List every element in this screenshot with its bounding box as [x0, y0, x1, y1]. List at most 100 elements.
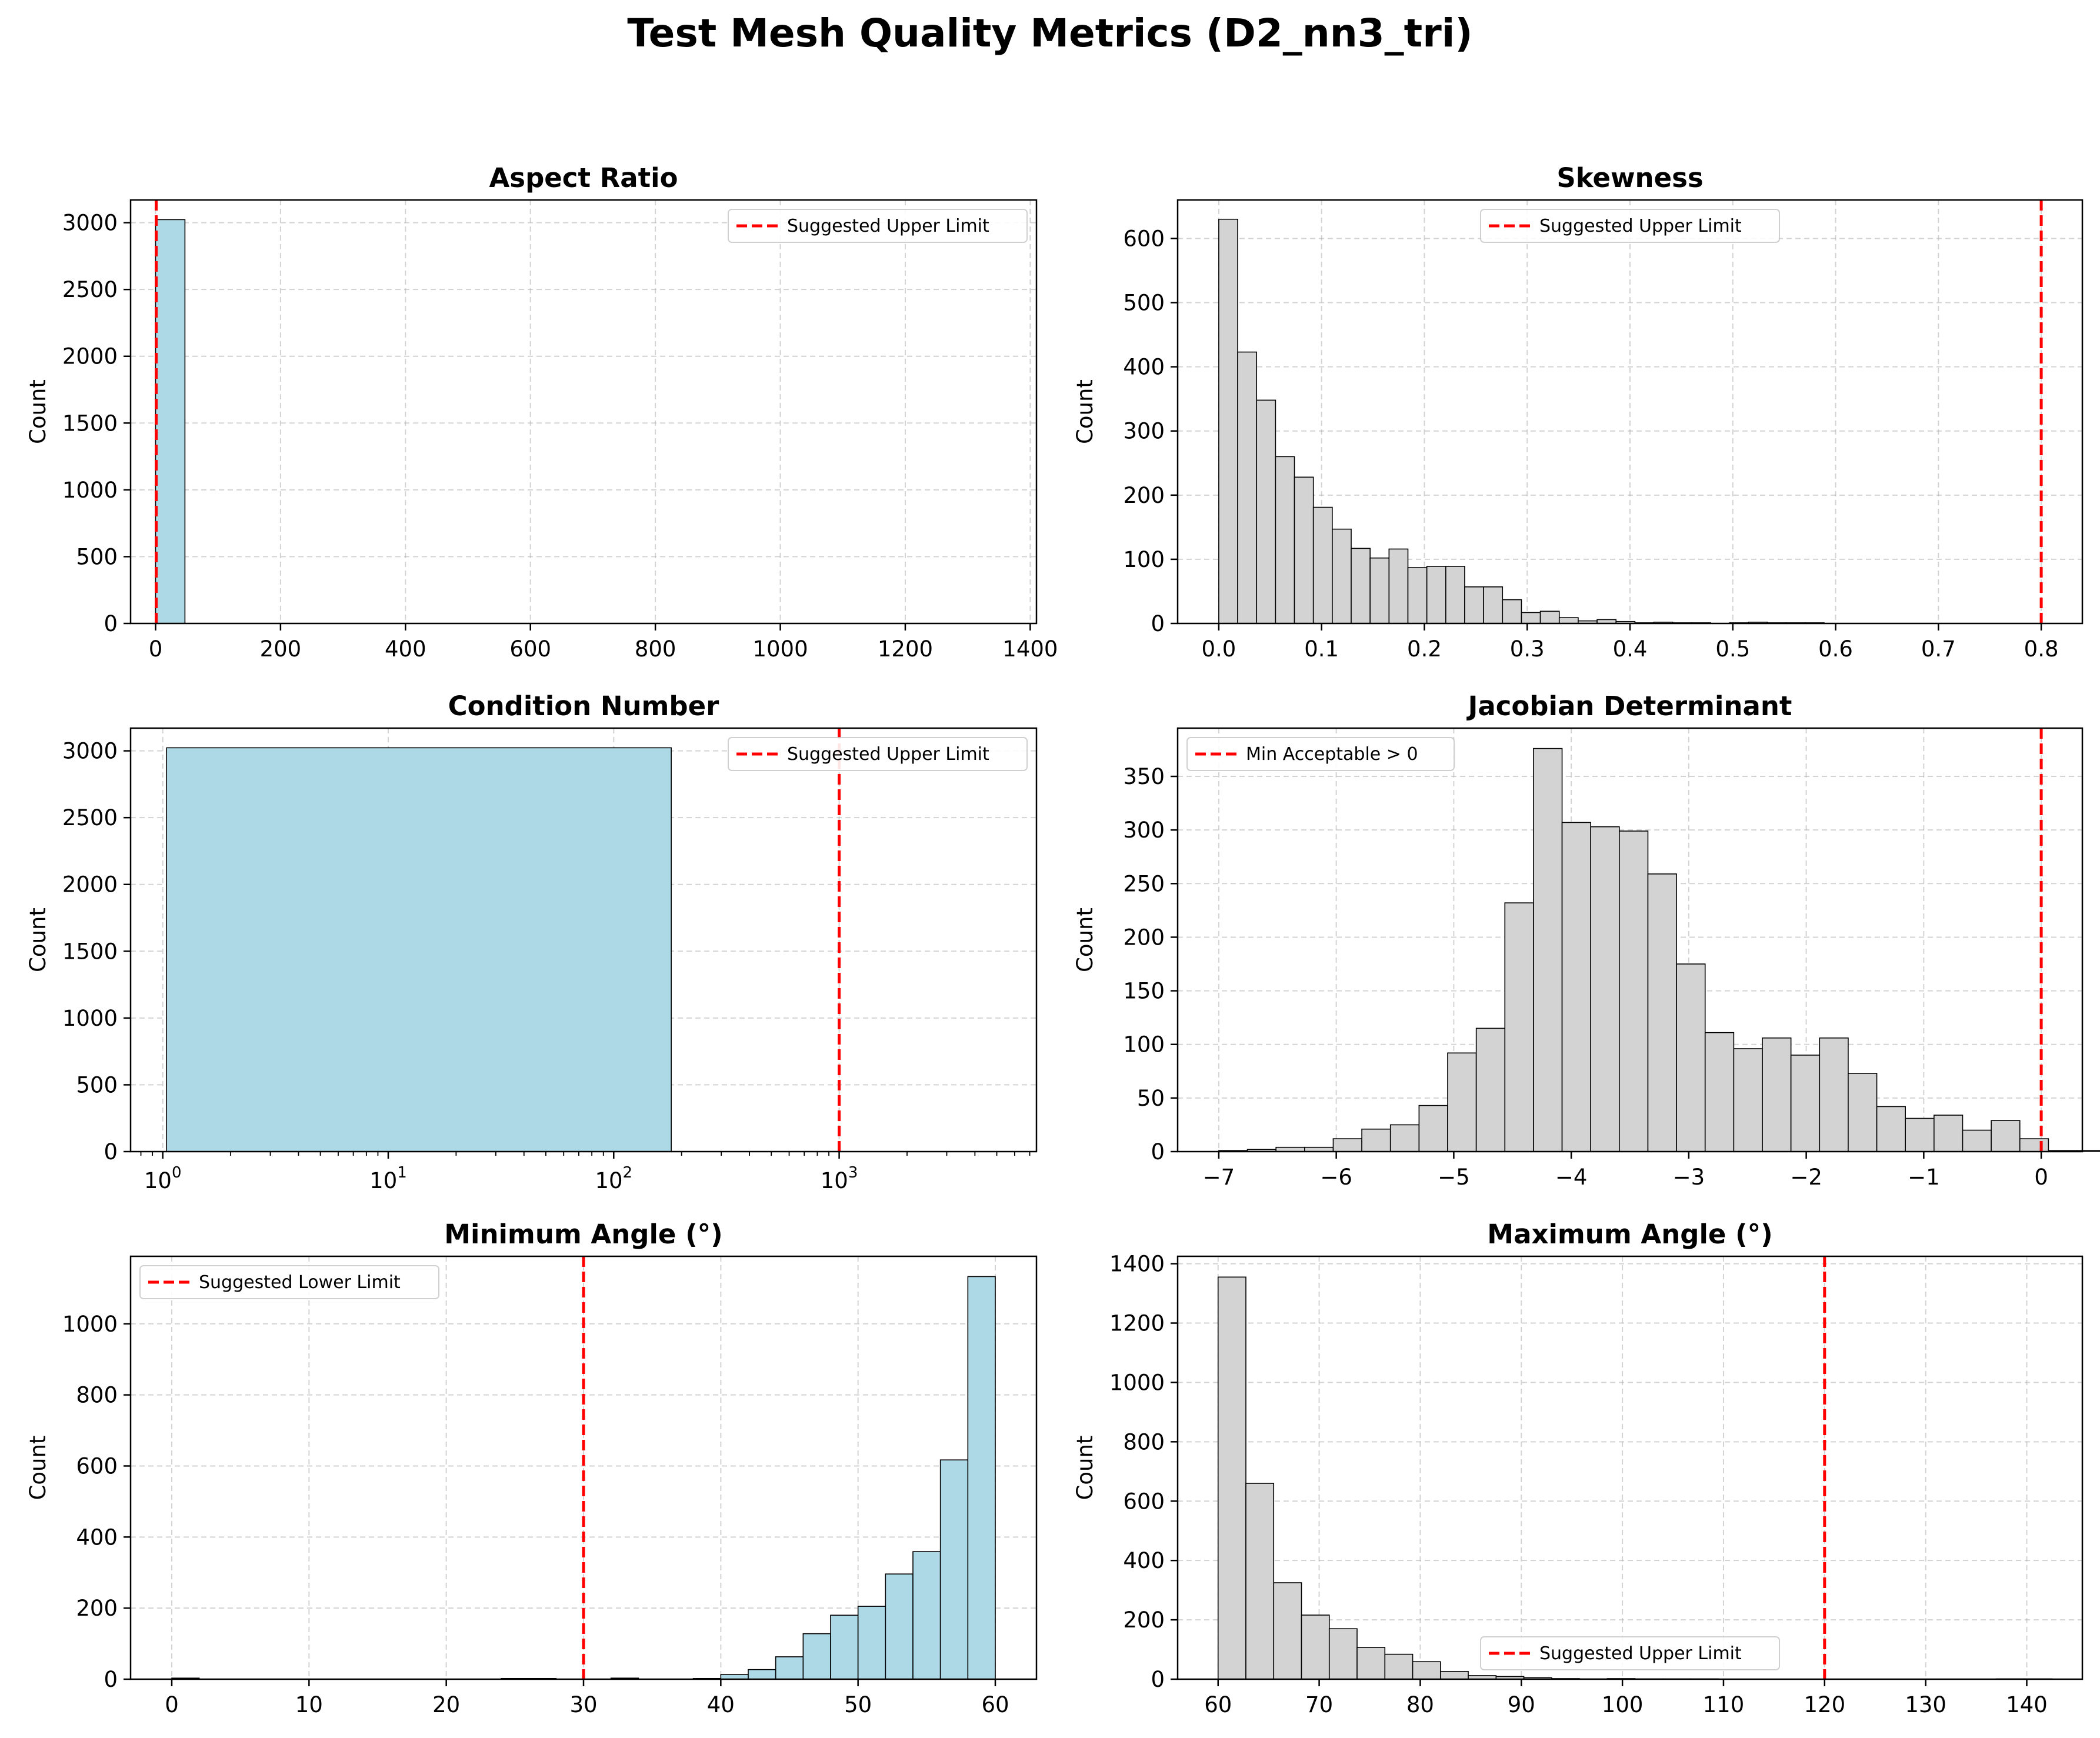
y-tick-label: 500	[76, 544, 118, 569]
histogram-bar	[1762, 1037, 1792, 1152]
x-tick-label: −3	[1673, 1165, 1705, 1190]
histogram-bar	[1389, 1124, 1420, 1152]
y-tick-label: 150	[1123, 979, 1165, 1004]
histogram-bar	[1561, 822, 1591, 1152]
x-tick-exponent: 3	[848, 1164, 858, 1182]
axes-frame	[129, 199, 1038, 625]
y-tick-label: 600	[1123, 1489, 1165, 1514]
histogram-bar	[1418, 1105, 1448, 1152]
x-tick-label: 110	[1703, 1692, 1745, 1717]
legend: Suggested Upper Limit	[728, 209, 1028, 243]
histogram-bar	[1504, 902, 1534, 1152]
x-tick-label: 1200	[878, 636, 933, 662]
jacobian-determinant-panel: −7 −6 −5 −4 −3 −2 −1 0 0 50 100 150 200 250 300 350 Coun…	[1072, 690, 2100, 1190]
histogram-bar	[1533, 748, 1563, 1152]
legend-box	[1186, 737, 1455, 771]
histogram-bar	[1217, 1276, 1246, 1680]
histogram-bar	[967, 1276, 996, 1680]
histogram-bar	[1294, 476, 1314, 624]
x-tick-label: 140	[2006, 1692, 2048, 1717]
histogram-bar	[1905, 1117, 1935, 1152]
legend: Suggested Upper Limit	[1480, 1636, 1780, 1670]
legend-label: Suggested Lower Limit	[199, 1272, 401, 1293]
histogram-bar	[1876, 1106, 1906, 1152]
y-axis-label: Count	[25, 908, 51, 972]
y-tick-label: 1200	[1109, 1311, 1165, 1336]
histogram-bar	[1275, 456, 1295, 624]
x-tick-label: 200	[260, 636, 302, 662]
x-tick-base: 10	[821, 1168, 848, 1193]
x-tick-label: 30	[569, 1692, 597, 1717]
histogram-bar	[1351, 548, 1371, 624]
x-tick-label: 0.3	[1510, 636, 1545, 662]
histogram-bar	[939, 1459, 969, 1680]
y-tick-label: 100	[1123, 1032, 1165, 1058]
y-tick-label: 400	[1123, 355, 1165, 380]
y-tick-label: 800	[1123, 1429, 1165, 1455]
histogram-bar	[912, 1551, 941, 1680]
histogram-bar	[2019, 1138, 2049, 1152]
y-tick-label: 2000	[62, 344, 118, 369]
y-tick-label: 1500	[62, 411, 118, 436]
histogram-bar	[1412, 1661, 1441, 1680]
x-tick-label: −6	[1320, 1165, 1352, 1190]
histogram-bar	[1332, 528, 1352, 624]
histogram-bar	[1647, 873, 1677, 1152]
legend-label: Suggested Upper Limit	[787, 744, 989, 765]
x-tick-label: 60	[1204, 1692, 1232, 1717]
x-tick-label: 1400	[1002, 636, 1058, 662]
x-tick-label: 0.5	[1715, 636, 1750, 662]
x-tick-label: 0.8	[2024, 636, 2059, 662]
histogram-bar	[885, 1573, 914, 1680]
y-tick-label: 1500	[62, 939, 118, 964]
y-tick-label: 3000	[62, 739, 118, 764]
x-tick-label: −7	[1203, 1165, 1235, 1190]
y-tick-label: 350	[1123, 764, 1165, 789]
y-tick-label: 200	[1123, 1607, 1165, 1633]
x-tick-label: 1000	[752, 636, 808, 662]
histogram-bar	[1332, 1138, 1362, 1152]
x-tick-label: 50	[844, 1692, 872, 1717]
histogram-bar	[1369, 557, 1390, 624]
axes-frame	[1176, 1255, 2084, 1680]
histogram-bar	[1301, 1614, 1330, 1680]
histogram-bar	[1407, 567, 1428, 624]
legend-box	[139, 1265, 439, 1299]
histogram-bar	[1483, 586, 1504, 624]
y-tick-label: 50	[1137, 1086, 1165, 1111]
histogram-bar	[166, 747, 672, 1152]
histogram-bar	[1256, 399, 1276, 624]
aspect-ratio-panel: 0 200 400 600 800 1000 1200 1400 0 500 1000 1500 200…	[25, 162, 1058, 662]
histogram-bar	[1273, 1582, 1302, 1680]
x-tick-exponent: 0	[172, 1164, 182, 1182]
x-tick-label: 102	[595, 1164, 632, 1193]
histogram-bar	[1328, 1628, 1358, 1680]
histogram-bar	[1237, 351, 1258, 624]
histogram-bar	[1819, 1037, 1849, 1152]
y-tick-label: 600	[1123, 226, 1165, 251]
histogram-bar	[1426, 566, 1446, 624]
x-tick-label: 60	[981, 1692, 1009, 1717]
x-tick-label: 70	[1305, 1692, 1333, 1717]
legend-label: Suggested Upper Limit	[1539, 1643, 1742, 1664]
y-tick-label: 2000	[62, 872, 118, 898]
panel-title: Condition Number	[448, 690, 719, 722]
y-tick-label: 250	[1123, 871, 1165, 896]
x-tick-exponent: 2	[623, 1164, 633, 1182]
x-tick-label: 0	[2034, 1165, 2048, 1190]
histogram-bar	[1447, 1052, 1477, 1152]
y-tick-label: 1000	[62, 1312, 118, 1337]
x-tick-label: 20	[432, 1692, 460, 1717]
y-axis-label: Count	[25, 379, 51, 444]
y-tick-label: 600	[76, 1453, 118, 1479]
y-tick-label: 1000	[1109, 1370, 1165, 1395]
y-tick-label: 1400	[1109, 1252, 1165, 1277]
y-tick-label: 300	[1123, 419, 1165, 444]
y-tick-label: 1000	[62, 1006, 118, 1031]
x-tick-base: 10	[144, 1168, 172, 1193]
x-tick-label: 0.1	[1304, 636, 1339, 662]
y-axis-label: Count	[1072, 379, 1098, 444]
y-tick-label: 300	[1123, 818, 1165, 843]
histogram-bar	[1445, 566, 1465, 624]
